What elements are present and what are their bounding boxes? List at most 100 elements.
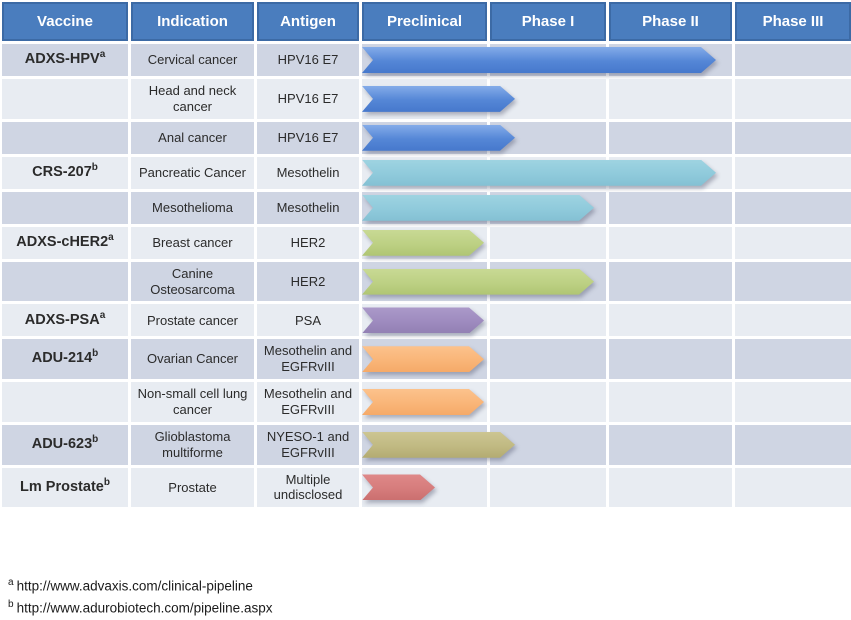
- phase2-cell: [609, 467, 732, 508]
- phase1-cell: [490, 191, 606, 224]
- table-row: CRS-207b Pancreatic Cancer Mesothelin: [2, 156, 851, 189]
- table-row: Non-small cell lung cancer Mesothelin an…: [2, 382, 851, 422]
- footnote-b-text: http://www.adurobiotech.com/pipeline.asp…: [16, 600, 273, 616]
- phase1-cell: [490, 44, 606, 76]
- preclinical-cell: [362, 339, 487, 380]
- antigen-cell: Mesothelin and EGFRvIII: [257, 382, 359, 422]
- table-row: Canine Osteosarcoma HER2: [2, 261, 851, 302]
- antigen-cell: HER2: [257, 226, 359, 259]
- phase1-cell: [490, 382, 606, 422]
- phase1-cell: [490, 467, 606, 508]
- indication-cell: Head and neck cancer: [131, 79, 254, 119]
- phase1-cell: [490, 226, 606, 259]
- table-row: ADU-623b Glioblastoma multiforme NYESO-1…: [2, 424, 851, 465]
- footnotes: a http://www.advaxis.com/clinical-pipelin…: [8, 575, 272, 620]
- phase2-cell: [609, 304, 732, 337]
- phase2-cell: [609, 382, 732, 422]
- phase3-cell: [735, 121, 851, 154]
- preclinical-cell: [362, 121, 487, 154]
- antigen-cell: HPV16 E7: [257, 44, 359, 76]
- antigen-cell: PSA: [257, 304, 359, 337]
- phase2-cell: [609, 261, 732, 302]
- phase2-cell: [609, 226, 732, 259]
- indication-cell: Non-small cell lung cancer: [131, 382, 254, 422]
- preclinical-cell: [362, 156, 487, 189]
- phase3-cell: [735, 339, 851, 380]
- vaccine-cell: [2, 191, 128, 224]
- phase3-cell: [735, 467, 851, 508]
- antigen-cell: Mesothelin: [257, 191, 359, 224]
- table-row: ADXS-HPVa Cervical cancer HPV16 E7: [2, 44, 851, 76]
- phase3-cell: [735, 79, 851, 119]
- antigen-cell: Mesothelin and EGFRvIII: [257, 339, 359, 380]
- table-row: Mesothelioma Mesothelin: [2, 191, 851, 224]
- header-phase1: Phase I: [490, 2, 606, 41]
- vaccine-cell: ADXS-cHER2a: [2, 226, 128, 259]
- table-row: Lm Prostateb Prostate Multiple undisclos…: [2, 467, 851, 508]
- antigen-cell: NYESO-1 and EGFRvIII: [257, 424, 359, 465]
- indication-cell: Mesothelioma: [131, 191, 254, 224]
- indication-cell: Anal cancer: [131, 121, 254, 154]
- indication-cell: Glioblastoma multiforme: [131, 424, 254, 465]
- footnote-a-marker: a: [8, 577, 14, 588]
- preclinical-cell: [362, 304, 487, 337]
- table-row: ADXS-PSAa Prostate cancer PSA: [2, 304, 851, 337]
- phase1-cell: [490, 304, 606, 337]
- clinical-pipeline-table: Vaccine Indication Antigen Preclinical P…: [2, 2, 851, 510]
- indication-cell: Prostate cancer: [131, 304, 254, 337]
- table-row: ADXS-cHER2a Breast cancer HER2: [2, 226, 851, 259]
- indication-cell: Cervical cancer: [131, 44, 254, 76]
- vaccine-cell: [2, 79, 128, 119]
- phase1-cell: [490, 424, 606, 465]
- indication-cell: Canine Osteosarcoma: [131, 261, 254, 302]
- header-phase2: Phase II: [609, 2, 732, 41]
- preclinical-cell: [362, 382, 487, 422]
- preclinical-cell: [362, 424, 487, 465]
- phase2-cell: [609, 339, 732, 380]
- phase2-cell: [609, 156, 732, 189]
- footnote-b-marker: b: [8, 599, 14, 611]
- indication-cell: Breast cancer: [131, 226, 254, 259]
- phase2-cell: [609, 44, 732, 76]
- header-preclinical: Preclinical: [362, 2, 487, 41]
- phase1-cell: [490, 339, 606, 380]
- vaccine-cell: CRS-207b: [2, 156, 128, 189]
- phase3-cell: [735, 191, 851, 224]
- phase3-cell: [735, 261, 851, 302]
- phase3-cell: [735, 424, 851, 465]
- phase2-cell: [609, 424, 732, 465]
- antigen-cell: HER2: [257, 261, 359, 302]
- header-antigen: Antigen: [257, 2, 359, 41]
- phase2-cell: [609, 191, 732, 224]
- indication-cell: Ovarian Cancer: [131, 339, 254, 380]
- table-row: ADU-214b Ovarian Cancer Mesothelin and E…: [2, 339, 851, 380]
- footnote-a-text: http://www.advaxis.com/clinical-pipeline: [16, 578, 253, 594]
- footnote-a: a http://www.advaxis.com/clinical-pipelin…: [8, 575, 272, 597]
- phase1-cell: [490, 261, 606, 302]
- phase3-cell: [735, 382, 851, 422]
- phase3-cell: [735, 304, 851, 337]
- antigen-cell: Mesothelin: [257, 156, 359, 189]
- table-row: Anal cancer HPV16 E7: [2, 121, 851, 154]
- footnote-b: b http://www.adurobiotech.com/pipeline.as…: [8, 597, 272, 619]
- antigen-cell: HPV16 E7: [257, 121, 359, 154]
- preclinical-cell: [362, 467, 487, 508]
- header-row: Vaccine Indication Antigen Preclinical P…: [2, 2, 851, 41]
- vaccine-cell: ADU-623b: [2, 424, 128, 465]
- vaccine-cell: [2, 382, 128, 422]
- phase3-cell: [735, 44, 851, 76]
- preclinical-cell: [362, 191, 487, 224]
- table-body: ADXS-HPVa Cervical cancer HPV16 E7 Head …: [2, 44, 851, 508]
- indication-cell: Pancreatic Cancer: [131, 156, 254, 189]
- antigen-cell: Multiple undisclosed: [257, 467, 359, 508]
- header-indication: Indication: [131, 2, 254, 41]
- preclinical-cell: [362, 44, 487, 76]
- phase1-cell: [490, 79, 606, 119]
- antigen-cell: HPV16 E7: [257, 79, 359, 119]
- table-row: Head and neck cancer HPV16 E7: [2, 79, 851, 119]
- phase2-cell: [609, 79, 732, 119]
- preclinical-cell: [362, 261, 487, 302]
- preclinical-cell: [362, 79, 487, 119]
- phase1-cell: [490, 156, 606, 189]
- header-phase3: Phase III: [735, 2, 851, 41]
